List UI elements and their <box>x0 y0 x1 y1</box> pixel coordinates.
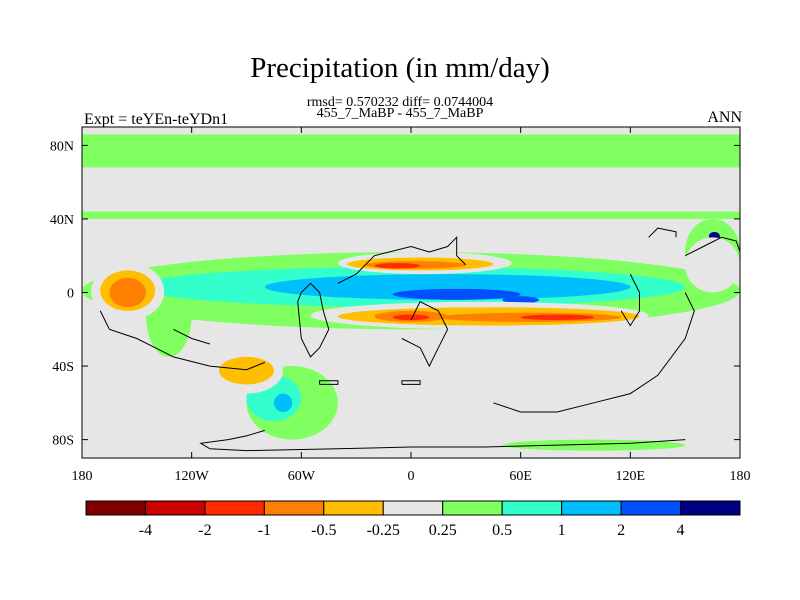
case-label: 455_7_MaBP - 455_7_MaBP <box>316 106 484 121</box>
precip-region <box>82 134 740 168</box>
precip-region <box>420 233 475 247</box>
coastline <box>297 282 330 358</box>
stats-subtitle: rmsd= 0.570232 diff= 0.0744004 <box>306 95 494 110</box>
colorbar-label: -2 <box>198 522 211 539</box>
colorbar-swatch <box>501 500 563 516</box>
x-tick-label: 120W <box>175 469 210 484</box>
coastline <box>319 380 339 385</box>
plot-title: Precipitation (in mm/day) <box>250 52 550 84</box>
y-axis: 80N 40N 0 40S 80S <box>50 139 740 449</box>
x-tick-label: 180 <box>72 469 93 484</box>
coastline <box>648 227 677 238</box>
precip-region <box>392 314 430 321</box>
coastline <box>199 429 686 452</box>
x-axis: 180 120W 60W 0 60E 120E 180 <box>72 127 751 484</box>
precip-region <box>109 277 146 308</box>
colorbar-swatch <box>323 500 384 516</box>
colorbar-label: 2 <box>617 522 625 539</box>
coastline <box>620 273 640 327</box>
coastline <box>337 236 467 284</box>
colorbar: -4 -2 -1 -0.5 -0.25 0.25 0.5 1 2 4 <box>85 500 741 539</box>
colorbar-label: -1 <box>258 522 271 539</box>
coastline <box>401 301 449 368</box>
colorbar-swatch <box>680 500 741 516</box>
y-tick-label: 0 <box>67 287 74 302</box>
coastline <box>99 310 265 371</box>
colorbar-swatch <box>442 500 503 516</box>
precip-region <box>264 274 631 300</box>
colorbar-swatch <box>382 500 444 516</box>
coastline <box>401 380 421 385</box>
precip-region <box>219 356 274 385</box>
x-tick-label: 0 <box>408 469 415 484</box>
coastline <box>684 236 740 257</box>
colorbar-swatch <box>620 500 682 516</box>
colorbar-swatch <box>561 500 622 516</box>
coastline <box>173 328 211 345</box>
precip-region <box>392 288 521 300</box>
precip-region <box>520 314 594 321</box>
y-tick-label: 40S <box>52 360 74 375</box>
x-tick-label: 60E <box>509 469 532 484</box>
experiment-label: Expt = teYEn-teYDn1 <box>84 111 229 128</box>
precip-region <box>685 237 740 293</box>
colorbar-label: -4 <box>139 522 152 539</box>
land-outlines <box>99 227 740 452</box>
colorbar-swatch <box>85 500 146 516</box>
y-tick-label: 80N <box>50 139 74 154</box>
precip-region <box>374 263 421 269</box>
colorbar-label: 0.25 <box>429 522 457 539</box>
colorbar-label: 4 <box>677 522 685 539</box>
x-tick-label: 120E <box>616 469 646 484</box>
colorbar-label: 0.5 <box>492 522 512 539</box>
x-tick-label: 60W <box>288 469 316 484</box>
precip-region <box>82 211 740 219</box>
season-label: ANN <box>707 109 742 126</box>
precip-region <box>502 296 539 304</box>
colorbar-swatch <box>144 500 206 516</box>
colorbar-label: 1 <box>558 522 566 539</box>
colorbar-swatch <box>204 500 265 516</box>
x-tick-label: 180 <box>730 469 751 484</box>
coastline <box>493 292 695 413</box>
precip-region <box>273 393 293 413</box>
colorbar-label: -0.25 <box>367 522 400 539</box>
colorbar-label: -0.5 <box>311 522 336 539</box>
precipitation-regions <box>82 134 740 451</box>
colorbar-swatch <box>263 500 325 516</box>
y-tick-label: 40N <box>50 213 74 228</box>
y-tick-label: 80S <box>52 434 74 449</box>
